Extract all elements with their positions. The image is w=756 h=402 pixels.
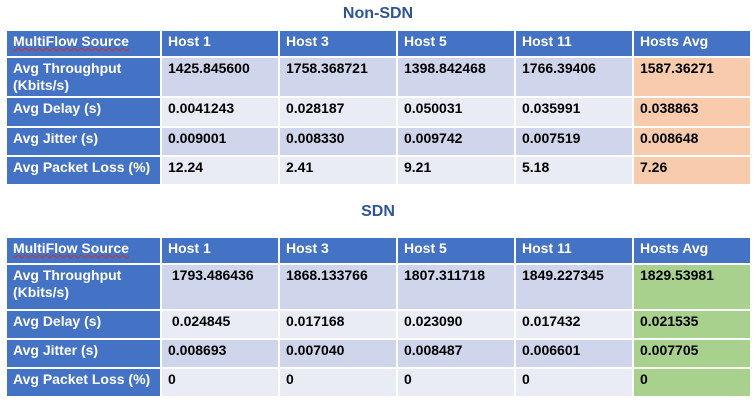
table-cell: 0.017432 xyxy=(514,309,634,340)
row-label: Avg Throughput (Kbits/s) xyxy=(5,56,162,98)
table-row: Avg Throughput (Kbits/s) 1425.845600 175… xyxy=(5,56,752,98)
table-cell: 0.008330 xyxy=(278,126,398,157)
avg-cell: 1829.53981 xyxy=(632,263,752,311)
table-cell: 0.024845 xyxy=(160,309,280,340)
avg-cell: 0.021535 xyxy=(632,309,752,340)
row-label: Avg Delay (s) xyxy=(5,309,162,340)
header-cell: Host 5 xyxy=(396,29,516,58)
table-cell: 0.006601 xyxy=(514,338,634,369)
row-label: Avg Jitter (s) xyxy=(5,126,162,157)
header-cell: Host 5 xyxy=(396,236,516,265)
avg-cell: 0.038863 xyxy=(632,96,752,128)
header-cell: Hosts Avg xyxy=(632,236,752,265)
table-cell: 5.18 xyxy=(514,155,634,186)
table-cell: 0 xyxy=(160,367,280,398)
table-cell: 1758.368721 xyxy=(278,56,398,98)
table-cell: 1807.311718 xyxy=(396,263,516,311)
table-cell: 0.009742 xyxy=(396,126,516,157)
row-label: Avg Packet Loss (%) xyxy=(5,367,162,398)
header-cell: Host 1 xyxy=(160,29,280,58)
row-label: Avg Packet Loss (%) xyxy=(5,155,162,186)
table-row: Avg Jitter (s) 0.009001 0.008330 0.00974… xyxy=(5,126,752,157)
table-cell: 0.008693 xyxy=(160,338,280,369)
table-cell: 0.007519 xyxy=(514,126,634,157)
row-label: Avg Delay (s) xyxy=(5,96,162,128)
header-cell: Host 3 xyxy=(278,236,398,265)
table-cell: 0 xyxy=(514,367,634,398)
sdn-title: SDN xyxy=(361,203,395,220)
table-cell: 0 xyxy=(278,367,398,398)
table-cell: 0 xyxy=(396,367,516,398)
table-cell: 0.008487 xyxy=(396,338,516,369)
header-cell: MultiFlow Source xyxy=(5,29,162,58)
header-row: MultiFlow Source Host 1 Host 3 Host 5 Ho… xyxy=(5,29,752,58)
row-label: Avg Jitter (s) xyxy=(5,338,162,369)
table-row: Avg Jitter (s) 0.008693 0.007040 0.00848… xyxy=(5,338,752,369)
table-cell: 0.017168 xyxy=(278,309,398,340)
non-sdn-title: Non-SDN xyxy=(342,5,414,22)
header-cell: Host 3 xyxy=(278,29,398,58)
table-cell: 1398.842468 xyxy=(396,56,516,98)
table-cell: 2.41 xyxy=(278,155,398,186)
avg-cell: 1587.36271 xyxy=(632,56,752,98)
sdn-table: MultiFlow Source Host 1 Host 3 Host 5 Ho… xyxy=(5,236,752,398)
table-cell: 1425.845600 xyxy=(160,56,280,98)
table-cell: 0.007040 xyxy=(278,338,398,369)
table-row: Avg Delay (s) 0.0041243 0.028187 0.05003… xyxy=(5,96,752,128)
avg-cell: 0.007705 xyxy=(632,338,752,369)
table-cell: 9.21 xyxy=(396,155,516,186)
table-row: Avg Throughput (Kbits/s) 1793.486436 186… xyxy=(5,263,752,311)
header-cell: MultiFlow Source xyxy=(5,236,162,265)
avg-cell: 7.26 xyxy=(632,155,752,186)
avg-cell: 0 xyxy=(632,367,752,398)
table-cell: 0.035991 xyxy=(514,96,634,128)
table-row: Avg Delay (s) 0.024845 0.017168 0.023090… xyxy=(5,309,752,340)
table-cell: 0.028187 xyxy=(278,96,398,128)
header-cell: Hosts Avg xyxy=(632,29,752,58)
table-cell: 1849.227345 xyxy=(514,263,634,311)
header-cell: Host 11 xyxy=(514,29,634,58)
table-cell: 1766.39406 xyxy=(514,56,634,98)
header-row: MultiFlow Source Host 1 Host 3 Host 5 Ho… xyxy=(5,236,752,265)
header-cell: Host 11 xyxy=(514,236,634,265)
table-cell: 0.0041243 xyxy=(160,96,280,128)
table-cell: 1793.486436 xyxy=(160,263,280,311)
table-cell: 1868.133766 xyxy=(278,263,398,311)
row-label: Avg Throughput (Kbits/s) xyxy=(5,263,162,311)
table-row: Avg Packet Loss (%) 12.24 2.41 9.21 5.18… xyxy=(5,155,752,186)
table-cell: 12.24 xyxy=(160,155,280,186)
table-row: Avg Packet Loss (%) 0 0 0 0 0 xyxy=(5,367,752,398)
header-cell: Host 1 xyxy=(160,236,280,265)
table-cell: 0.009001 xyxy=(160,126,280,157)
non-sdn-table: MultiFlow Source Host 1 Host 3 Host 5 Ho… xyxy=(5,29,752,186)
table-cell: 0.023090 xyxy=(396,309,516,340)
avg-cell: 0.008648 xyxy=(632,126,752,157)
table-cell: 0.050031 xyxy=(396,96,516,128)
